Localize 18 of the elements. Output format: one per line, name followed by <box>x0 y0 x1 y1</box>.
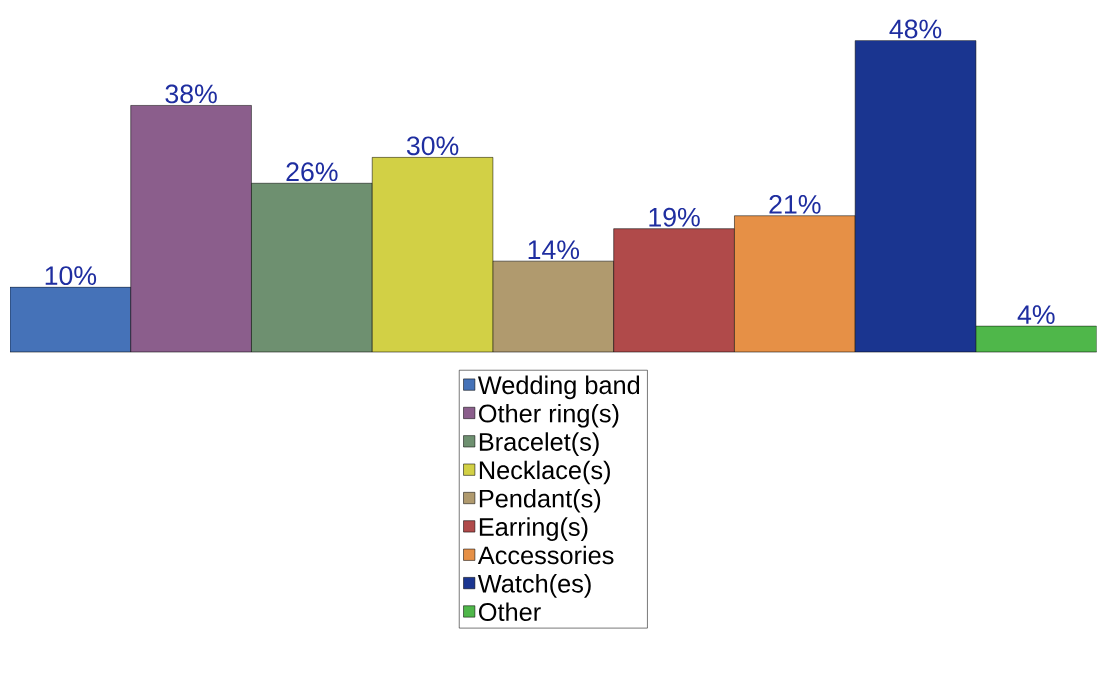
legend-label: Bracelet(s) <box>479 432 599 456</box>
legend-label: Other ring(s) <box>479 403 619 428</box>
data-label: 19% <box>649 207 700 227</box>
data-label: 10% <box>45 266 97 286</box>
data-label: 4% <box>1017 305 1055 324</box>
legend-label: Other <box>479 602 541 622</box>
legend-label: Pendant(s) <box>479 488 601 513</box>
data-label: 26% <box>286 162 338 182</box>
data-label: 14% <box>528 240 580 260</box>
legend-label: Necklace(s) <box>479 460 610 485</box>
legend-label: Wedding band <box>477 375 640 400</box>
data-label: 38% <box>165 84 217 104</box>
legend-label: Accessories <box>477 545 614 565</box>
data-label: 21% <box>769 194 821 214</box>
legend-label: Watch(es) <box>477 574 591 598</box>
legend-label: Earring(s) <box>479 517 588 541</box>
data-label: 48% <box>889 19 942 39</box>
data-label: 30% <box>406 136 459 156</box>
